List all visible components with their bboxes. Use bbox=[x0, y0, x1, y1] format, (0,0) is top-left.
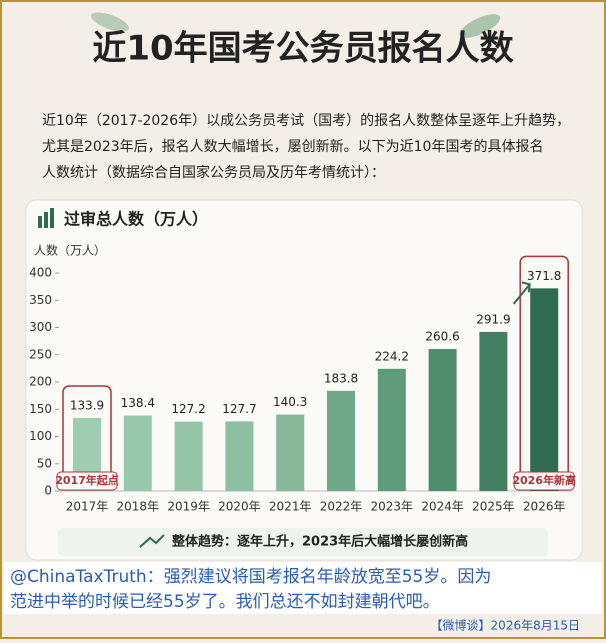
title: 近10年国考公务员报名人数 bbox=[92, 29, 513, 69]
bar bbox=[276, 414, 305, 491]
comment: @ChinaTaxTruth：强烈建议将国考报名年龄放宽至55岁。因为 bbox=[10, 567, 491, 587]
bar bbox=[377, 368, 406, 491]
y-tick-label: 100 bbox=[29, 429, 52, 443]
comment-box bbox=[4, 562, 602, 614]
value-label: 291.9 bbox=[476, 312, 510, 326]
annotation-box bbox=[56, 471, 118, 491]
y-label: 人数（万人） bbox=[34, 243, 106, 258]
x-tick-label: 2017年 bbox=[66, 500, 109, 514]
trend-icon bbox=[139, 534, 165, 548]
intro: 近10年（2017-2026年）以成公务员考试（国考）的报名人数整体呈逐年上升趋… bbox=[42, 113, 570, 129]
value-label: 371.8 bbox=[527, 269, 561, 283]
value-label: 138.4 bbox=[121, 396, 155, 410]
x-tick-label: 2020年 bbox=[218, 500, 261, 514]
y-tick-label: 350 bbox=[29, 293, 52, 307]
leaf bbox=[459, 14, 501, 38]
bar bbox=[479, 331, 508, 491]
value-label: 140.3 bbox=[273, 395, 307, 409]
value-label: 133.9 bbox=[70, 399, 104, 413]
y-tick-label: 400 bbox=[29, 266, 52, 280]
value-label: 260.6 bbox=[425, 329, 459, 343]
bar bbox=[327, 390, 355, 491]
annotation: 2026年新高 bbox=[512, 473, 576, 487]
intro: 人数统计（数据综合自国家公务员局及历年考情统计）： bbox=[42, 164, 385, 181]
bar bbox=[123, 415, 152, 491]
trend-box bbox=[58, 528, 548, 556]
x-tick-label: 2022年 bbox=[320, 500, 363, 514]
bar bbox=[428, 348, 457, 491]
y-tick-label: 200 bbox=[29, 375, 52, 389]
icon bbox=[50, 208, 54, 228]
x-tick-label: 2024年 bbox=[421, 500, 464, 514]
bar bbox=[530, 288, 559, 491]
icon bbox=[44, 212, 48, 228]
x-tick-label: 2019年 bbox=[167, 500, 210, 514]
value-label: 224.2 bbox=[375, 349, 409, 363]
y-tick-label: 150 bbox=[29, 402, 52, 416]
value-label: 127.2 bbox=[171, 402, 205, 416]
bar bbox=[174, 421, 203, 491]
x-tick-label: 2018年 bbox=[117, 500, 160, 514]
y-tick-label: 300 bbox=[29, 320, 52, 334]
annotation-box bbox=[513, 471, 575, 491]
x-tick-label: 2023年 bbox=[371, 500, 414, 514]
value-label: 127.7 bbox=[222, 402, 256, 416]
y-tick-label: 50 bbox=[37, 456, 52, 470]
chart-title: 过审总人数（万人） bbox=[64, 210, 208, 229]
x-tick-label: 2021年 bbox=[269, 500, 312, 514]
trend-note: 整体趋势：逐年上升，2023年后大幅增长屡创新高 bbox=[171, 534, 468, 550]
value-label: 183.8 bbox=[324, 371, 358, 385]
x-tick-label: 2025年 bbox=[472, 500, 515, 514]
annotation: 2017年起点 bbox=[55, 473, 119, 487]
arrow bbox=[512, 281, 531, 305]
x-tick-label: 2026年 bbox=[523, 500, 566, 514]
leaf bbox=[91, 12, 129, 32]
bar bbox=[225, 421, 254, 491]
comment: 范进中举的时候已经55岁了。我们总还不如封建朝代吧。 bbox=[10, 592, 440, 612]
intro: 尤其是2023年后，报名人数大幅增长，屡创新新。以下为近10年国考的具体报名 bbox=[42, 139, 543, 155]
source: 【微博谈】2026年8月15日 bbox=[431, 618, 580, 633]
y-tick-label: 0 bbox=[44, 484, 52, 498]
y-tick-label: 250 bbox=[29, 347, 52, 361]
icon bbox=[38, 216, 42, 228]
